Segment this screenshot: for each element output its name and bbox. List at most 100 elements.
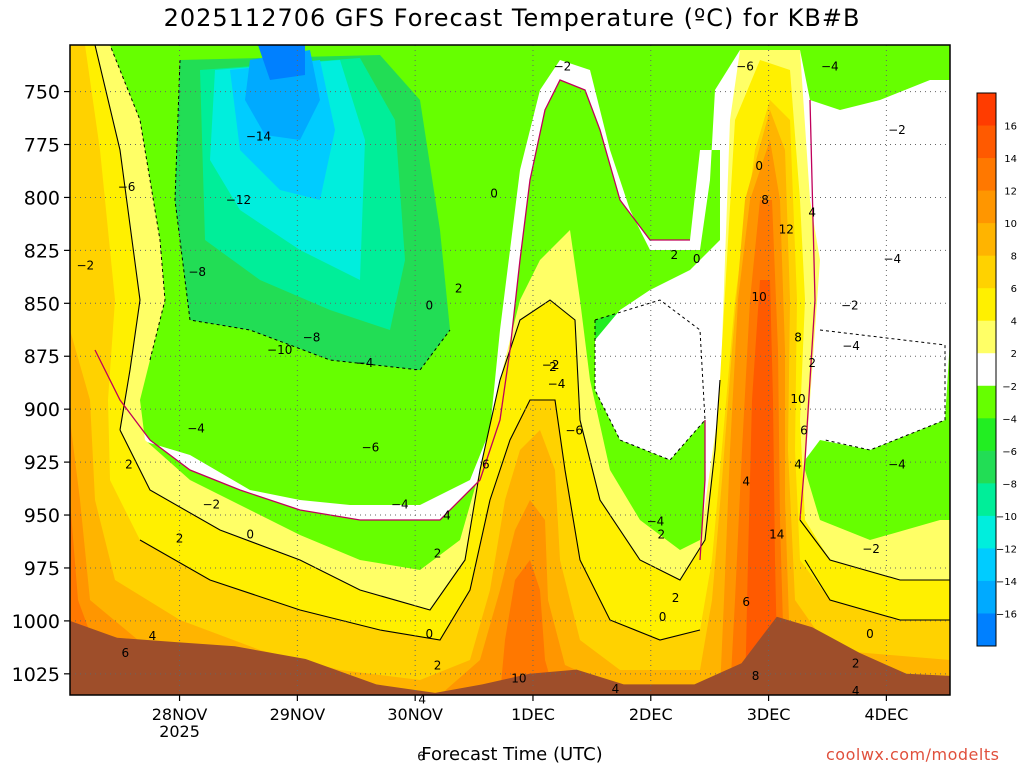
colorbar-swatch [977,483,996,517]
colorbar-swatch [977,353,996,387]
x-tick-sublabel: 2025 [159,722,200,741]
y-tick-label: 875 [24,346,60,368]
contour-label: 2 [852,656,860,670]
contour-label: 6 [482,457,490,471]
contour-label: 4 [612,682,620,696]
contour-label: 10 [790,392,805,406]
colorbar-swatch [977,320,996,354]
contour-label: −4 [647,515,665,529]
contour-label: −4 [842,339,860,353]
contour-label: −2 [841,299,859,313]
colorbar-label: 16 [1004,122,1017,133]
field-warm-14 [745,280,778,695]
contour-label: 2 [658,527,666,541]
colorbar-label: −16 [996,609,1017,620]
y-tick-label: 950 [24,505,60,527]
contour-label: 4 [443,508,451,522]
y-tick-label: 750 [24,82,60,104]
colorbar-swatch [977,255,996,289]
y-tick-label: 850 [24,293,60,315]
contour-label: −6 [565,424,583,438]
contour-label: 10 [511,671,526,685]
contour-label: −10 [267,343,292,357]
contour-label: −4 [391,498,409,512]
colorbar-swatch [977,125,996,159]
contour-label: −2 [554,59,572,73]
colorbar-label: −10 [996,512,1017,523]
contour-label: 8 [752,669,760,683]
contour-label: 2 [671,248,679,262]
y-axis: 750 775 800 825 850 875 900 925 950 975 1000 1025 [12,82,70,686]
contour-label: 2 [125,457,133,471]
contour-label: −4 [821,59,839,73]
contour-label: −4 [187,421,205,435]
contour-label: −8 [188,265,206,279]
field-cold-18 [258,45,305,80]
contour-label: −6 [118,180,136,194]
colorbar-swatch [977,223,996,257]
contour-label: 6 [122,646,130,660]
colorbar-label: −6 [1002,447,1017,458]
contour-label: 0 [246,527,254,541]
y-tick-label: 900 [24,399,60,421]
contour-label: 4 [808,205,816,219]
contour-label: 10 [752,290,767,304]
colorbar-label: 8 [1011,252,1017,263]
colorbar-swatch [977,515,996,549]
contour-lines-negative [109,45,946,461]
contour-label: 0 [693,252,701,266]
colorbar-label: 4 [1011,317,1017,328]
y-tick-label: 925 [24,452,60,474]
colorbar-label: −4 [1002,414,1017,425]
y-tick-label: 975 [24,558,60,580]
contour-label: 0 [490,186,498,200]
freezing-line [94,79,816,561]
chart-title: 2025112706 GFS Forecast Temperature (ºC)… [163,4,861,32]
colorbar-label: −2 [1002,382,1017,393]
y-tick-label: 775 [24,135,60,157]
colorbar-swatch [977,288,996,322]
credit-link[interactable]: coolwx.com/modelts [826,745,1000,764]
contour-label: 2 [672,591,680,605]
field-warm-10 [70,140,950,695]
contour-label: −4 [548,377,566,391]
y-tick-label: 1000 [12,611,60,633]
colorbar-swatch [977,418,996,452]
x-tick-label: 28NOV [152,705,208,724]
colorbar-label: 12 [1004,187,1017,198]
colorbar-swatch [977,613,996,647]
colorbar-label: 6 [1011,284,1017,295]
contour-label: 4 [794,457,802,471]
colorbar-label: −12 [996,544,1017,555]
contour-label: 14 [769,527,784,541]
contour-label: 8 [794,330,802,344]
colorbar-swatch [977,450,996,484]
contour-label: −2 [203,498,221,512]
x-tick-label: 29NOV [270,705,326,724]
contour-label: 0 [866,627,874,641]
plot-frame [69,44,951,696]
contour-label: 0 [659,610,667,624]
x-tick-label: 2DEC [629,705,673,724]
colorbar: 16 14 12 10 8 6 4 2 −2 −4 −6 −8 −10 −12 −14 −16 [976,92,1017,647]
contour-label: 2 [434,546,442,560]
contour-label: 0 [755,159,763,173]
colorbar-swatch [977,548,996,582]
contour-label: −12 [226,193,251,207]
contour-label: 0 [425,627,433,641]
grid-lines [70,45,950,695]
contour-label: 2 [455,282,463,296]
colorbar-label: 2 [1011,349,1017,360]
x-tick-label: 4DEC [864,705,908,724]
terrain-surface [70,616,950,695]
x-axis-label: Forecast Time (UTC) [421,744,603,765]
y-tick-label: 825 [24,240,60,262]
contour-label: 8 [761,193,769,207]
colorbar-swatch [977,580,996,614]
colorbar-label: −14 [996,577,1017,588]
contour-label: 2 [549,360,557,374]
contour-label: 4 [742,474,750,488]
contour-label: −2 [542,358,560,372]
